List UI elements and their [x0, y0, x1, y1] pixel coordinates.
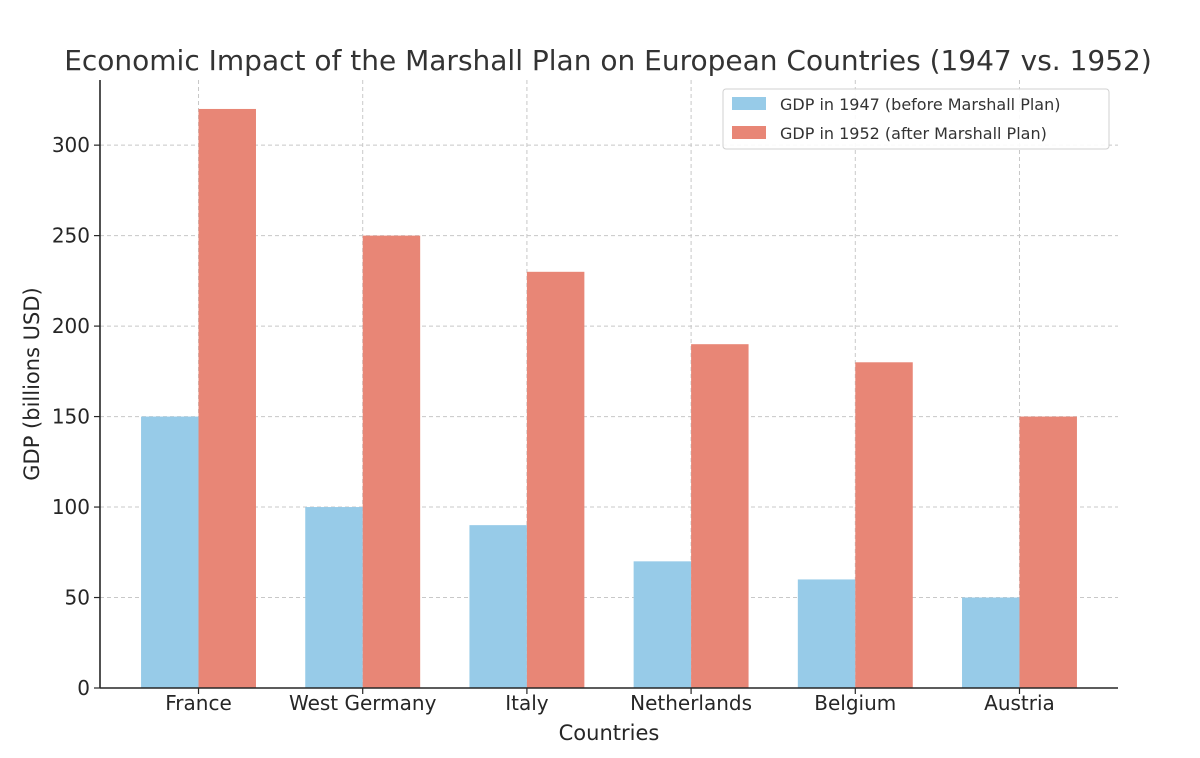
y-tick-label: 50 — [65, 586, 90, 610]
legend-box — [722, 88, 1110, 150]
bars — [141, 108, 1077, 688]
legend-label-1952: GDP in 1952 (after Marshall Plan) — [780, 124, 1047, 143]
legend-swatch-1952 — [732, 126, 766, 139]
x-axis-label: Countries — [559, 721, 660, 745]
x-tick-label: Austria — [984, 691, 1055, 715]
legend-swatch-1947 — [732, 97, 766, 110]
bar-1947-italy — [469, 525, 527, 688]
y-tick-label: 200 — [52, 314, 90, 338]
y-tick-label: 300 — [52, 133, 90, 157]
y-tick-label: 100 — [52, 495, 90, 519]
y-tick-label: 150 — [52, 405, 90, 429]
bar-1952-austria — [1019, 416, 1077, 688]
x-tick-label: France — [165, 691, 232, 715]
legend-label-1947: GDP in 1947 (before Marshall Plan) — [780, 95, 1060, 114]
y-tick-label: 0 — [77, 676, 90, 700]
bar-1952-west-germany — [362, 235, 421, 688]
bar-1952-netherlands — [691, 344, 749, 688]
x-tick-label: Netherlands — [630, 691, 752, 715]
y-tick-label: 250 — [52, 224, 90, 248]
bar-1952-france — [198, 108, 256, 688]
bar-1947-austria — [962, 597, 1020, 688]
bar-1952-italy — [526, 271, 585, 688]
tick-labels: 0 50 100 150 200 250 300 France West Germany Ital… — [52, 133, 1055, 715]
axes — [99, 80, 1118, 689]
x-tick-label: West Germany — [289, 691, 437, 715]
bar-1952-belgium — [855, 362, 913, 688]
chart-title: Economic Impact of the Marshall Plan on … — [64, 44, 1152, 77]
x-tick-label: Italy — [505, 691, 549, 715]
x-tick-label: Belgium — [814, 691, 896, 715]
bar-1947-belgium — [797, 579, 856, 688]
bar-1947-netherlands — [633, 561, 692, 688]
bar-1947-west-germany — [305, 507, 363, 688]
bar-1947-france — [141, 416, 199, 688]
legend: GDP in 1947 (before Marshall Plan) GDP i… — [722, 88, 1110, 150]
y-axis-label: GDP (billions USD) — [20, 287, 44, 480]
